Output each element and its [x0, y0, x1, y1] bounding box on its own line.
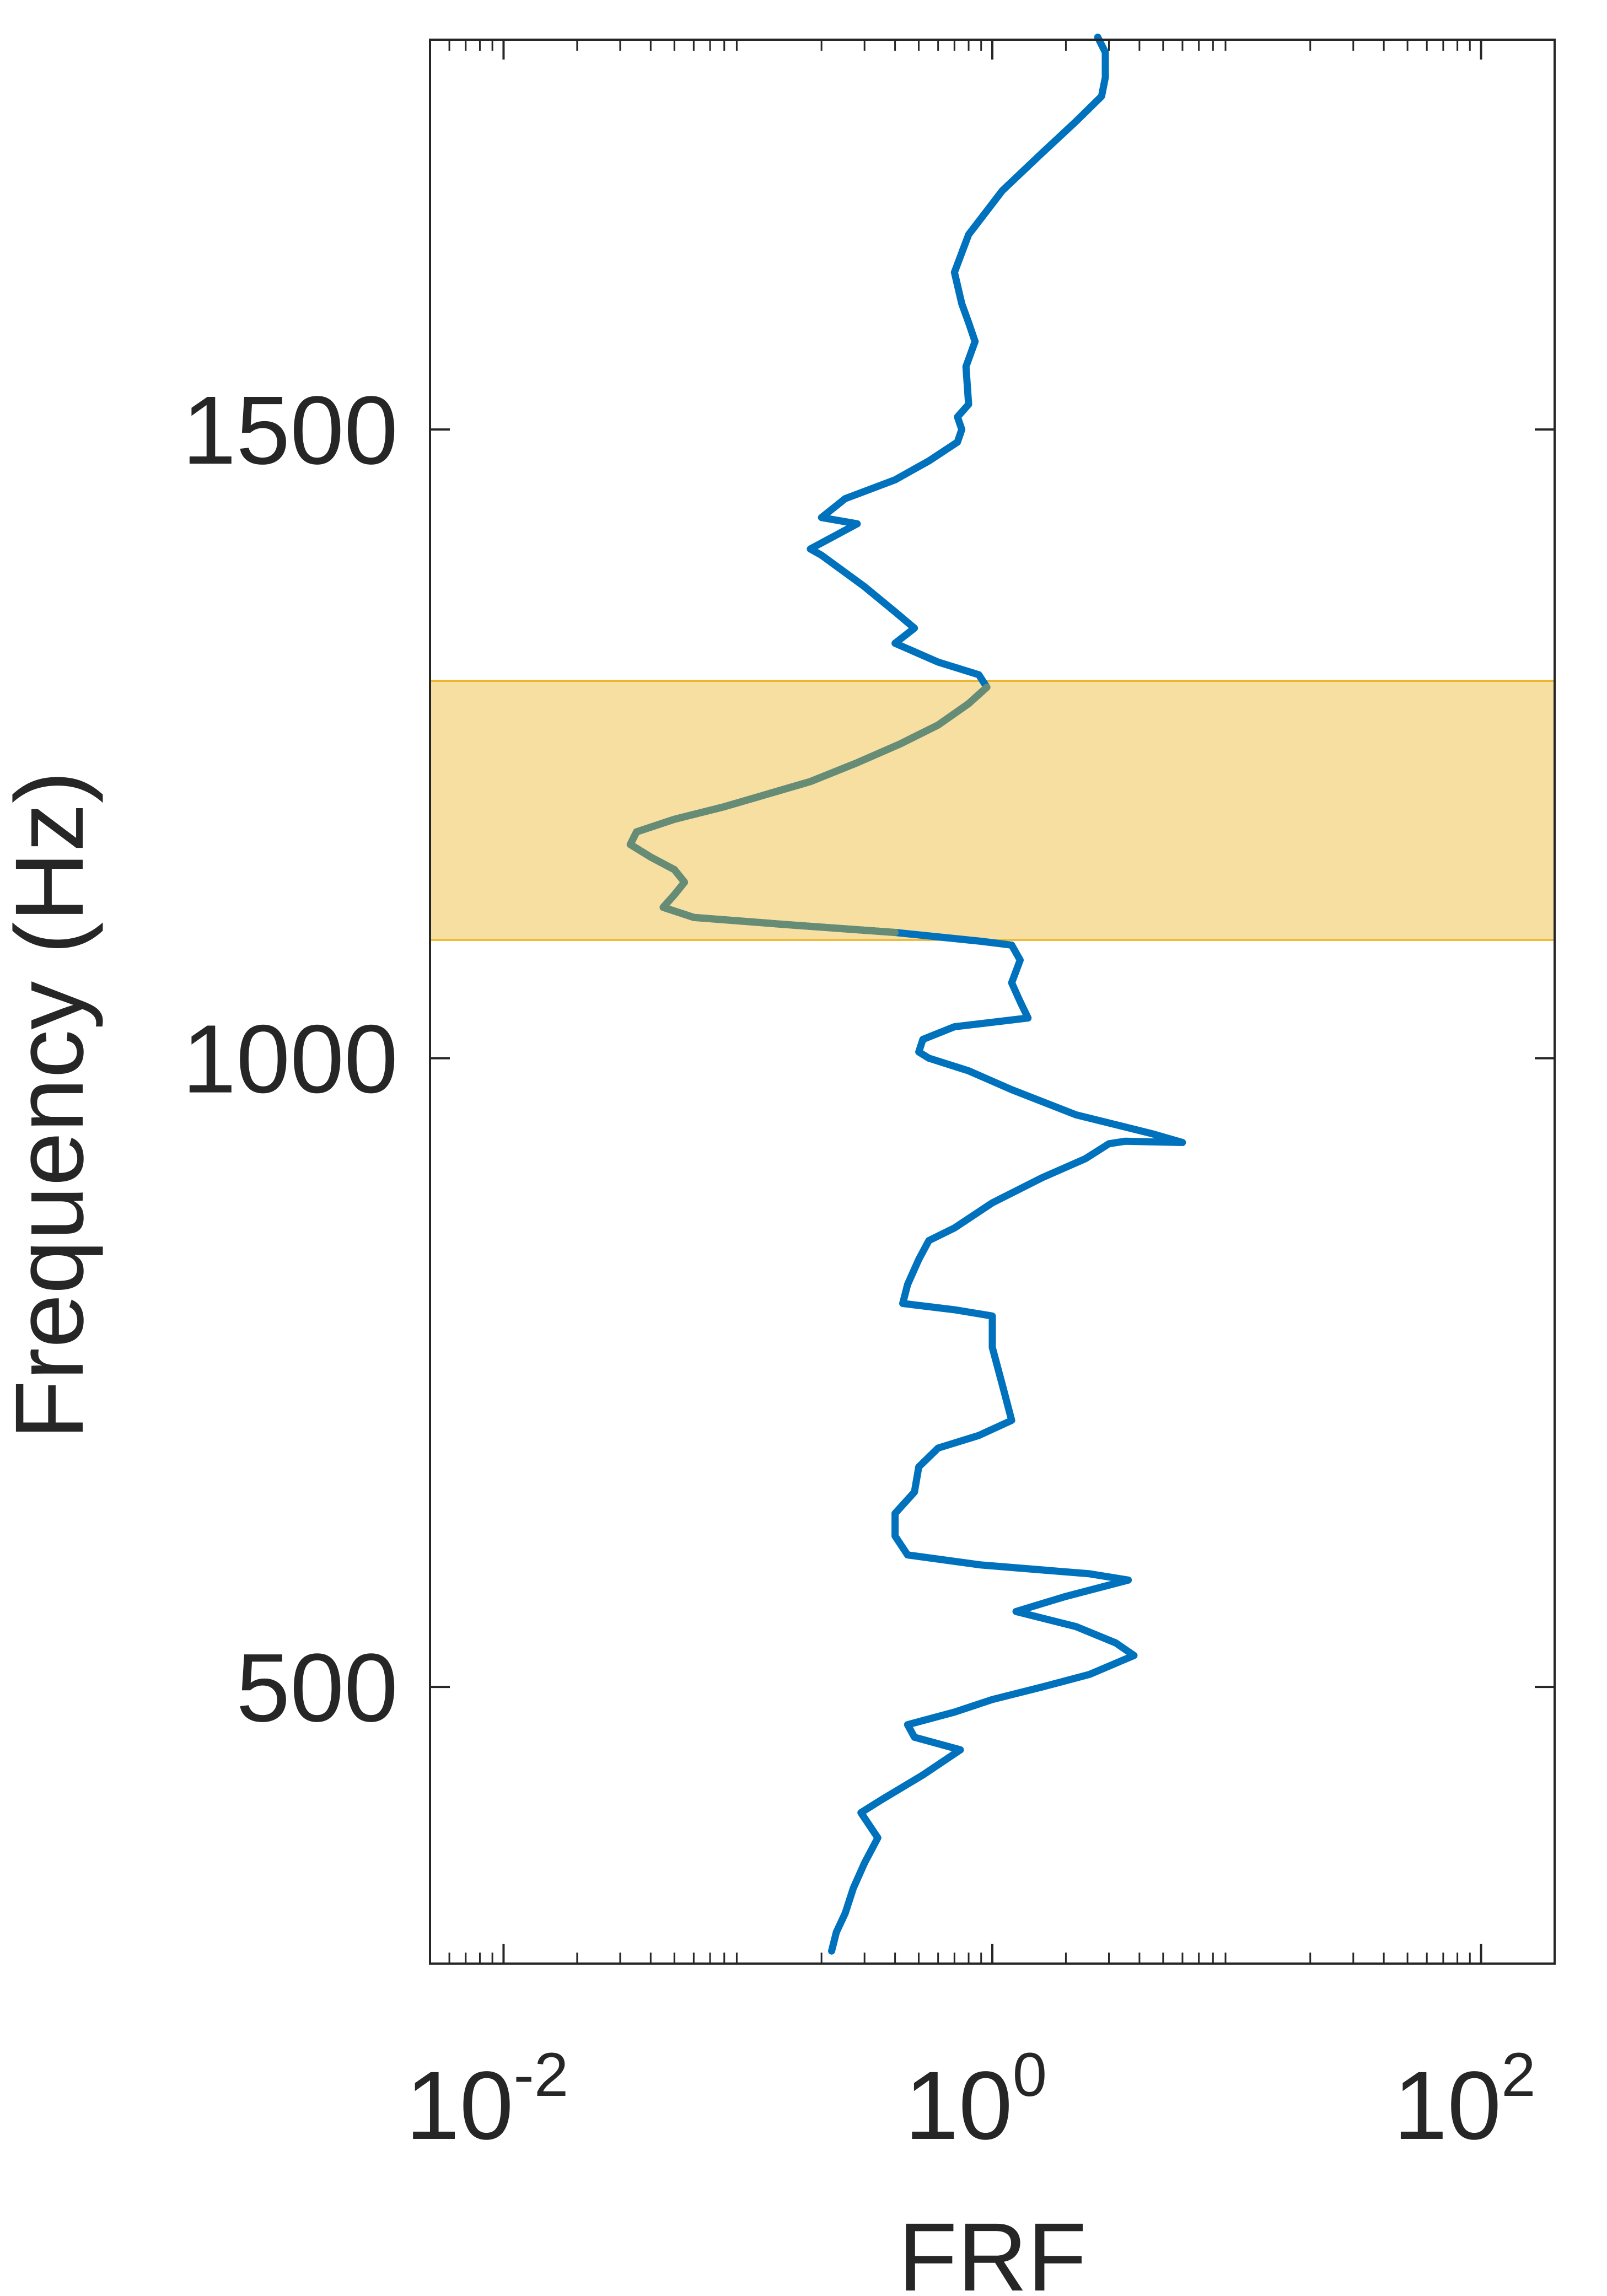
frf-series-highlight-overlap — [626, 684, 991, 936]
x-tick-labels: 10-2 100 102 — [406, 2040, 1536, 2160]
plot-background — [430, 40, 1555, 1964]
y-axis-title: Frequency (Hz) — [0, 771, 104, 1440]
y-tick-label: 500 — [236, 1634, 398, 1742]
y-tick-label: 1500 — [182, 377, 398, 485]
x-tick-label: 10-2 — [406, 2040, 568, 2160]
x-axis-title: FRF — [898, 2203, 1087, 2296]
major-ticks — [430, 40, 1555, 1964]
highlight-band — [429, 680, 1556, 941]
x-tick-label: 102 — [1394, 2040, 1536, 2160]
plot-frame — [429, 39, 1556, 1965]
y-tick-label: 1000 — [182, 1005, 398, 1114]
y-tick-labels: 500 1000 1500 — [182, 377, 398, 1742]
frf-series-line — [626, 33, 1186, 1955]
x-tick-label: 100 — [905, 2040, 1047, 2160]
